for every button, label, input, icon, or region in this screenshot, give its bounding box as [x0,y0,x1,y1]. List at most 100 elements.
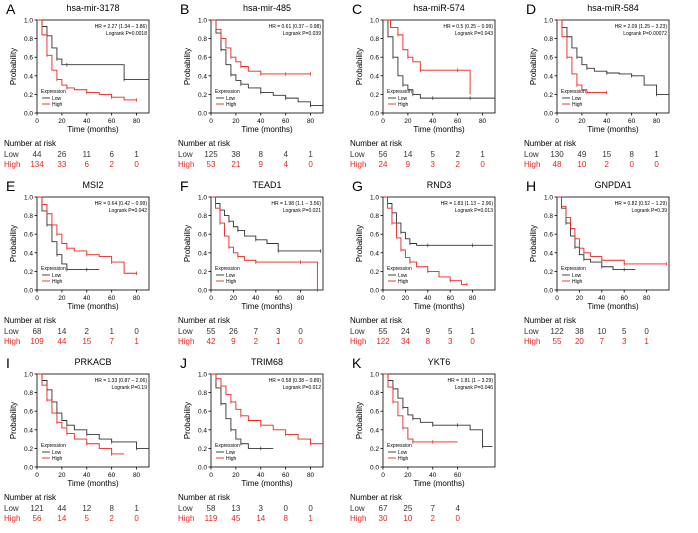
plot-frame [36,373,150,468]
risk-value-high: 122 [376,337,390,346]
x-tick-label: 0 [209,118,213,125]
legend-high: High [398,279,409,285]
y-tick-label: 0.6 [24,232,33,239]
x-tick-label: 0 [381,118,385,125]
x-tick-label: 0 [35,472,39,479]
risk-heading: Number at risk [178,493,231,502]
x-axis-label: Time (months) [241,479,293,488]
x-tick-label: 0 [381,472,385,479]
y-tick-label: 0.0 [370,465,379,472]
risk-value-high: 0 [480,160,485,169]
x-tick-label: 60 [108,295,116,302]
risk-heading: Number at risk [178,139,231,148]
y-tick-label: 0.0 [198,465,207,472]
risk-value-low: 10 [597,327,606,336]
panel-title: MSI2 [82,180,103,190]
risk-value-low: 9 [426,327,431,336]
km-curve-high [557,19,607,93]
risk-value-low: 0 [283,504,288,513]
km-curve-low [211,373,274,449]
risk-row-label-high: High [350,514,366,523]
logrank-p: Logrank P=0.012 [283,385,321,391]
risk-value-low: 49 [577,150,586,159]
legend-low: Low [226,273,236,279]
risk-value-high: 1 [644,337,649,346]
risk-value-high: 0 [629,160,634,169]
risk-value-low: 7 [431,504,436,513]
risk-value-high: 9 [231,337,236,346]
y-tick-label: 0.0 [198,288,207,295]
risk-value-low: 0 [308,504,313,513]
legend-high: High [226,456,237,462]
legend-low: Low [52,273,62,279]
risk-value-high: 0 [134,514,139,523]
risk-heading: Number at risk [4,493,57,502]
risk-value-high: 6 [85,160,90,169]
legend-low: Low [226,450,236,456]
y-tick-label: 0.6 [370,55,379,62]
hazard-ratio: HR = 0.5 (0.25 – 0.99) [443,24,493,30]
x-tick-label: 80 [133,118,141,125]
risk-value-high: 2 [431,514,436,523]
x-tick-label: 0 [35,118,39,125]
x-tick-label: 20 [404,472,412,479]
risk-heading: Number at risk [350,139,403,148]
x-tick-label: 20 [58,472,66,479]
risk-value-high: 134 [30,160,44,169]
y-tick-label: 0.2 [24,446,33,453]
km-curve-high [383,373,458,443]
x-tick-label: 40 [429,118,437,125]
risk-value-low: 0 [134,327,139,336]
risk-value-low: 125 [204,150,218,159]
x-tick-label: 40 [257,472,265,479]
risk-value-high: 10 [403,514,412,523]
y-tick-label: 0.4 [544,250,553,257]
risk-value-low: 130 [550,150,564,159]
logrank-p: Logrank P=0.013 [455,208,493,214]
risk-value-high: 44 [57,337,66,346]
risk-value-low: 5 [448,327,453,336]
risk-value-high: 45 [231,514,240,523]
risk-row-label-high: High [524,160,540,169]
x-tick-label: 20 [230,295,238,302]
hazard-ratio: HR = 0.61 (0.37 – 0.98) [269,24,322,30]
y-tick-label: 0.4 [198,73,207,80]
risk-heading: Number at risk [524,316,577,325]
km-curve-high [557,196,667,265]
risk-value-high: 21 [231,160,240,169]
y-tick-label: 0.4 [370,250,379,257]
legend-title: Expression [387,266,412,272]
y-axis-label: Probability [529,48,538,85]
x-axis-label: Time (months) [587,125,639,134]
x-tick-label: 80 [479,118,487,125]
x-tick-label: 40 [598,295,606,302]
risk-value-low: 68 [33,327,42,336]
y-tick-label: 0.0 [544,111,553,118]
x-tick-label: 80 [297,295,305,302]
plot-frame [210,373,324,468]
risk-value-low: 67 [379,504,388,513]
km-curve-high [211,19,311,75]
y-tick-label: 0.6 [198,55,207,62]
risk-heading: Number at risk [350,493,403,502]
legend-low: Low [52,450,62,456]
y-tick-label: 0.6 [544,55,553,62]
panel-title: hsa-miR-574 [413,3,465,13]
risk-value-low: 2 [85,327,90,336]
y-tick-label: 0.0 [544,288,553,295]
km-curve-high [211,196,318,290]
panel-letter: H [526,178,536,194]
x-tick-label: 40 [83,118,91,125]
risk-row-label-low: Low [178,150,193,159]
y-tick-label: 0.8 [198,390,207,397]
risk-value-low: 0 [298,327,303,336]
y-tick-label: 0.6 [198,232,207,239]
risk-row-label-low: Low [524,327,539,336]
panel-letter: F [180,178,189,194]
risk-value-low: 8 [259,150,264,159]
